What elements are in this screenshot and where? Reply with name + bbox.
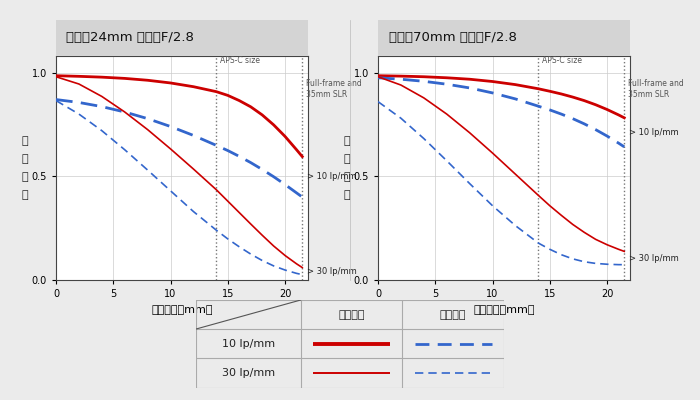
Text: APS-C size: APS-C size (542, 56, 582, 65)
Text: 対: 対 (343, 136, 350, 146)
Text: 10 lp/mm: 10 lp/mm (222, 338, 275, 348)
Text: 焦距：24mm 光圈：F/2.8: 焦距：24mm 光圈：F/2.8 (66, 32, 195, 44)
Text: 対: 対 (21, 136, 28, 146)
Text: > 30 lp/mm: > 30 lp/mm (629, 254, 678, 262)
Text: 30 lp/mm: 30 lp/mm (222, 368, 275, 378)
Text: 値: 値 (343, 190, 350, 200)
Text: 値: 値 (21, 190, 28, 200)
Text: > 10 lp/mm: > 10 lp/mm (307, 172, 356, 181)
X-axis label: 中心距離（mm）: 中心距離（mm） (151, 304, 213, 314)
Text: 焦距：70mm 光圈：F/2.8: 焦距：70mm 光圈：F/2.8 (389, 32, 517, 44)
Text: APS-C size: APS-C size (220, 56, 260, 65)
Text: 圆周方向: 圆周方向 (440, 310, 466, 320)
Text: 比: 比 (21, 154, 28, 164)
Text: Full-frame and
35mm SLR: Full-frame and 35mm SLR (306, 79, 361, 99)
Text: 度: 度 (21, 172, 28, 182)
Text: 比: 比 (343, 154, 350, 164)
Text: 度: 度 (343, 172, 350, 182)
Text: > 10 lp/mm: > 10 lp/mm (629, 128, 678, 137)
Text: Full-frame and
35mm SLR: Full-frame and 35mm SLR (628, 79, 683, 99)
Text: > 30 lp/mm: > 30 lp/mm (307, 266, 356, 276)
X-axis label: 中心距離（mm）: 中心距離（mm） (473, 304, 535, 314)
Text: 放射方向: 放射方向 (338, 310, 365, 320)
